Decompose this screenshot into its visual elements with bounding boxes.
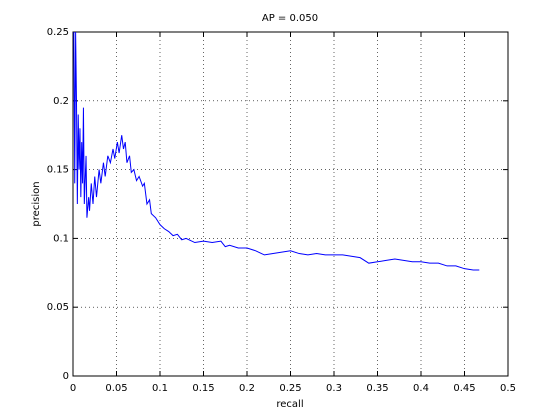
x-tick-label: 0.4 <box>413 383 429 394</box>
x-tick-label: 0.25 <box>279 383 301 394</box>
x-tick-label: 0.1 <box>152 383 168 394</box>
y-tick-label: 0.15 <box>47 165 69 176</box>
x-tick-label: 0.5 <box>500 383 516 394</box>
x-tick-label: 0.2 <box>239 383 255 394</box>
y-tick-label: 0.25 <box>47 27 69 38</box>
x-tick-label: 0 <box>70 383 76 394</box>
x-tick-label: 0.15 <box>192 383 214 394</box>
x-tick-label: 0.35 <box>366 383 388 394</box>
x-axis-label: recall <box>276 399 303 410</box>
x-tick-label: 0.3 <box>326 383 342 394</box>
chart-title: AP = 0.050 <box>262 13 318 24</box>
y-tick-label: 0.05 <box>47 302 69 313</box>
x-tick-label: 0.05 <box>105 383 127 394</box>
x-tick-label: 0.45 <box>453 383 475 394</box>
y-axis-label: precision <box>31 181 42 226</box>
y-tick-label: 0.1 <box>53 233 69 244</box>
y-tick-label: 0.2 <box>53 96 69 107</box>
y-tick-label: 0 <box>63 371 69 382</box>
plot-frame <box>72 31 509 377</box>
pr-curve <box>73 32 480 271</box>
